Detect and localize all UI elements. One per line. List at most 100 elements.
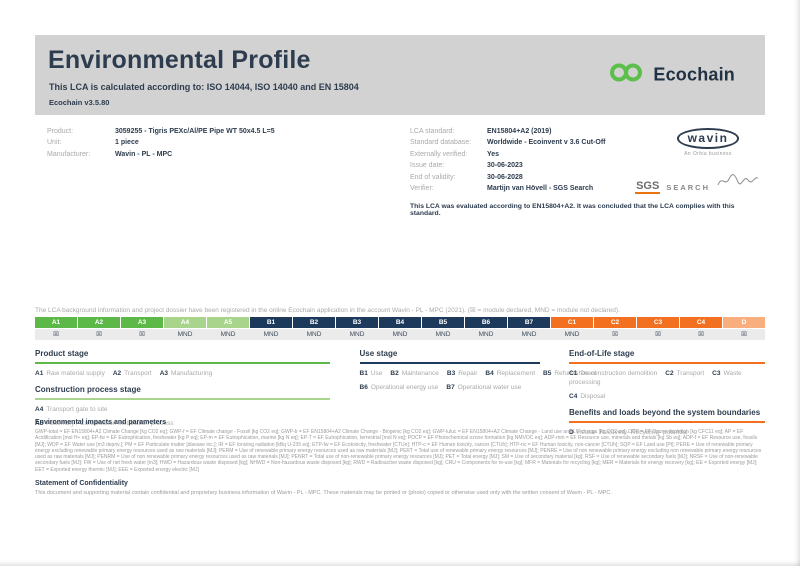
info-row: Unit: 1 piece — [47, 137, 410, 148]
field-value: 30-06-2023 — [487, 162, 523, 170]
module-a1-header: A1 — [35, 317, 77, 328]
module-b5-status: MND — [435, 331, 451, 338]
module-a4-header: A4 — [164, 317, 206, 328]
wavin-logo: wavin An Orbia business — [662, 128, 754, 157]
info-row: Verifier: Martijn van Hövell - SGS Search — [410, 183, 765, 194]
stage-line: B6 Operational energy use B7 Operational wa… — [360, 383, 540, 392]
field-label: Externally verified: — [410, 150, 468, 158]
document-header: Environmental Profile This LCA is calcul… — [35, 35, 765, 115]
field-label: LCA standard: — [410, 128, 455, 135]
lca-info-rows: LCA standard: EN15804+A2 (2019) Standard d… — [410, 126, 765, 194]
module-code: B4 — [485, 370, 494, 377]
stage-line: A4 Transport gate to site — [35, 405, 330, 414]
module-status-row: ☒ ☒ ☒ MND MND MND MND MND MND MND MND MND MND ☒ ☒ ☒ ☒ — [35, 329, 765, 340]
module-label: Disposal — [580, 393, 606, 400]
info-row: Issue date: 30-06-2023 — [410, 160, 765, 171]
stage-group: Use stage B1 Use B2 Maintenance B3 Repair B4 Rep… — [359, 349, 597, 392]
module-label: Operational energy use — [370, 384, 439, 391]
field-value: 30-06-2028 — [487, 173, 523, 181]
module-b2-header: B2 — [293, 317, 335, 328]
field-label: Manufacturer: — [47, 150, 91, 158]
module-c3-header: C3 — [637, 317, 679, 328]
module-label: Refurbishment — [554, 370, 597, 377]
stage-line: C1 De-construction demolition C2 Transport C… — [569, 369, 765, 387]
confidentiality-heading: Statement of Confidentiality — [35, 480, 128, 487]
module-a3-status: ☒ — [139, 331, 145, 338]
stage-group: End-of-Life stage C1 De-construction demol… — [569, 349, 765, 401]
module-c4-header: C4 — [680, 317, 722, 328]
module-b4-header: B4 — [379, 317, 421, 328]
module-label: Reuse- Recovery- Recycling- potential — [576, 429, 688, 436]
impacts-section: Environmental impacts and parameters GWP… — [35, 419, 765, 473]
module-label: Transport — [676, 370, 705, 377]
module-label: Transport — [124, 370, 152, 377]
stage-legend-section: Product stage A1 Raw material supply A2 Tran… — [35, 349, 765, 437]
module-b2-status: MND — [306, 331, 322, 338]
module-label: Maintenance — [401, 370, 439, 377]
module-label: Waste processing — [569, 370, 742, 386]
stage-group: Product stage A1 Raw material supply A2 Tran… — [35, 349, 330, 378]
ecochain-logo: Ecochain — [607, 62, 735, 89]
stage-line: A5 Assembly / Construction installation p… — [35, 419, 330, 428]
module-code: C1 — [569, 370, 578, 377]
confidentiality-text: This document and supporting material co… — [35, 490, 612, 496]
stage-column-product: Product stage A1 Raw material supply A2 Tran… — [35, 349, 330, 437]
search-wordmark: SEARCH — [666, 183, 710, 192]
stage-line: A1 Raw material supply A2 Transport A3 Manufa… — [35, 369, 330, 378]
wavin-wordmark: wavin — [676, 128, 740, 149]
stage-heading: Product stage — [35, 349, 330, 364]
module-a5-header: A5 — [207, 317, 249, 328]
field-label: Unit: — [47, 139, 62, 147]
module-code: C2 — [665, 370, 674, 377]
module-b6-header: B6 — [465, 317, 507, 328]
module-b4-status: MND — [392, 331, 408, 338]
module-label: Assembly / Construction installation pro… — [46, 420, 174, 427]
impacts-heading: Environmental impacts and parameters — [35, 419, 167, 426]
module-a5-status: MND — [220, 331, 236, 338]
stage-line: B1 Use B2 Maintenance B3 Repair B4 Replacement B… — [359, 369, 597, 378]
module-b5-header: B5 — [422, 317, 464, 328]
stage-heading: Benefits and loads beyond the system bou… — [569, 408, 765, 423]
field-label: Product: — [47, 128, 74, 135]
info-row: LCA standard: EN15804+A2 (2019) — [410, 126, 765, 137]
module-d-header: D — [723, 317, 765, 328]
field-value: Yes — [487, 150, 500, 158]
stage-group: Construction process stage A4 Transport ga… — [35, 385, 330, 428]
field-label: Standard database: — [410, 139, 472, 147]
module-b6-status: MND — [478, 331, 494, 338]
stage-column-eol: End-of-Life stage C1 De-construction demol… — [569, 349, 765, 437]
module-code: D — [569, 429, 574, 436]
field-value: 1 piece — [115, 139, 139, 147]
module-code: B1 — [359, 370, 368, 377]
module-label: Replacement — [496, 370, 536, 377]
sgs-search-logo: SGS SEARCH — [635, 173, 760, 194]
orbia-tagline: An Orbia business — [684, 151, 732, 157]
ecochain-wordmark: Ecochain — [653, 64, 735, 85]
stage-heading: Use stage — [359, 349, 540, 364]
info-row: Externally verified: Yes — [410, 149, 765, 160]
stage-heading: Construction process stage — [35, 385, 330, 400]
verifier-signature-icon — [716, 173, 760, 194]
module-b1-header: B1 — [250, 317, 292, 328]
module-label: Raw material supply — [46, 370, 105, 377]
field-value: EN15804+A2 (2019) — [487, 128, 552, 135]
module-a2-header: A2 — [78, 317, 120, 328]
module-c1-status: MND — [564, 331, 580, 338]
lca-standards-subtitle: This LCA is calculated according to: ISO… — [49, 82, 359, 92]
module-code: A1 — [35, 370, 44, 377]
module-label: Manufacturing — [171, 370, 213, 377]
module-c1-header: C1 — [551, 317, 593, 328]
module-code: B7 — [446, 384, 455, 391]
module-code: C3 — [712, 370, 721, 377]
module-code: A4 — [35, 406, 44, 413]
module-b3-status: MND — [349, 331, 365, 338]
product-info-block: Product: 3059255 - Tigris PEXc/Al/PE Pipe… — [47, 126, 410, 217]
module-c2-header: C2 — [594, 317, 636, 328]
impacts-definitions: GWP-total = EF EN15804+A2 Climate Change… — [35, 429, 762, 473]
info-row: Standard database: Worldwide - Ecoinvent … — [410, 137, 765, 148]
field-label: Verifier: — [410, 185, 434, 193]
stage-line: D Reuse- Recovery- Recycling- potential — [569, 428, 765, 437]
module-code: A2 — [112, 370, 122, 377]
module-code: B3 — [446, 370, 456, 377]
module-c2-status: ☒ — [612, 331, 618, 338]
